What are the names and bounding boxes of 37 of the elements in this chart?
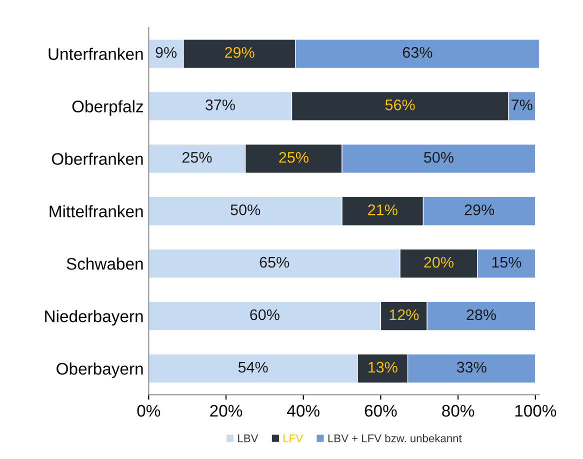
- y-tick-label: Schwaben: [66, 258, 143, 270]
- data-label: 63%: [402, 47, 432, 58]
- data-label: 50%: [424, 152, 454, 163]
- data-label: 25%: [279, 152, 308, 163]
- y-tick-label: Oberbayern: [56, 362, 143, 378]
- data-label: 7%: [512, 100, 532, 110]
- data-label: 12%: [390, 309, 419, 320]
- data-label: 60%: [250, 309, 280, 320]
- data-label: 28%: [466, 309, 496, 320]
- x-tick-label: 0%: [137, 404, 160, 417]
- data-label: 50%: [230, 204, 260, 216]
- x-tick-label: 100%: [515, 404, 556, 417]
- x-tick-label: 80%: [442, 404, 474, 417]
- y-tick-label: Unterfranken: [48, 48, 143, 60]
- data-label: 29%: [464, 204, 494, 216]
- data-label: 13%: [368, 362, 398, 373]
- data-label: 29%: [225, 47, 254, 58]
- data-label: 25%: [182, 152, 212, 163]
- data-label: 21%: [368, 204, 398, 216]
- data-label: 37%: [206, 100, 235, 110]
- data-label: 33%: [456, 362, 486, 373]
- data-label: 15%: [492, 256, 522, 268]
- y-tick-label: Mittelfranken: [50, 205, 143, 218]
- x-tick-label: 60%: [364, 404, 397, 417]
- legend-label: LBV: [238, 434, 258, 442]
- legend-label: LBV + LFV bzw. unbekannt: [328, 434, 462, 442]
- y-tick-label: Oberfranken: [52, 152, 143, 165]
- x-tick-label: 40%: [287, 404, 320, 417]
- legend-label: LFV: [284, 434, 303, 442]
- y-tick-label: Niederbayern: [45, 310, 143, 326]
- data-label: 56%: [385, 100, 415, 110]
- y-tick-label: Oberpfalz: [72, 100, 143, 116]
- x-tick-label: 20%: [210, 404, 242, 417]
- data-label: 54%: [238, 362, 268, 373]
- data-label: 9%: [156, 47, 177, 58]
- data-label: 65%: [260, 256, 290, 268]
- data-label: 20%: [424, 256, 454, 268]
